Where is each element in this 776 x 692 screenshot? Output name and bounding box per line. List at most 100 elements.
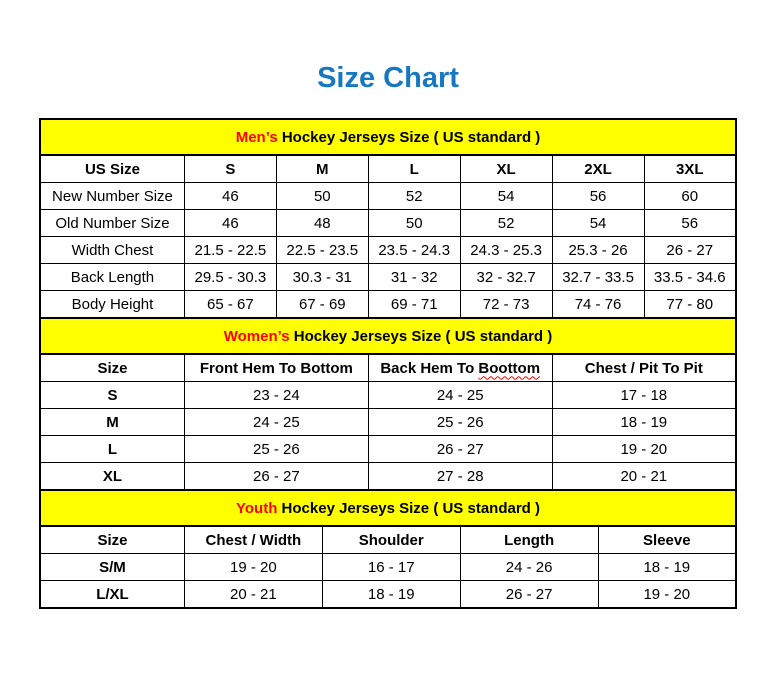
table-row: New Number Size 46 50 52 54 56 60 bbox=[39, 182, 737, 210]
value-cell: 26 - 27 bbox=[183, 462, 369, 491]
size-chart-tables: Men’s Hockey Jerseys Size ( US standard … bbox=[39, 118, 737, 609]
value-cell: 60 bbox=[643, 182, 737, 210]
value-cell: 18 - 19 bbox=[321, 580, 461, 609]
table-row: L/XL 20 - 21 18 - 19 26 - 27 19 - 20 bbox=[39, 580, 737, 609]
table-row: Body Height 65 - 67 67 - 69 69 - 71 72 - 73 7… bbox=[39, 290, 737, 319]
value-cell: 72 - 73 bbox=[459, 290, 553, 319]
value-cell: 19 - 20 bbox=[597, 580, 737, 609]
value-cell: 46 bbox=[183, 182, 277, 210]
table-row: M 24 - 25 25 - 26 18 - 19 bbox=[39, 408, 737, 436]
section-title-youth: Youth Hockey Jerseys Size ( US standard … bbox=[39, 489, 737, 527]
value-cell: 24 - 25 bbox=[367, 381, 553, 409]
column-header: Size bbox=[39, 525, 185, 554]
row-label: Back Length bbox=[39, 263, 185, 291]
value-cell: 21.5 - 22.5 bbox=[183, 236, 277, 264]
misspelled-word: Boottom bbox=[478, 359, 541, 377]
row-label: Body Height bbox=[39, 290, 185, 319]
value-cell: 24 - 25 bbox=[183, 408, 369, 436]
section-title-womens: Women’s Hockey Jerseys Size ( US standar… bbox=[39, 317, 737, 355]
column-header-row: Size Chest / Width Shoulder Length Sleeve bbox=[39, 525, 737, 554]
column-header-text: Back Hem To bbox=[380, 359, 479, 377]
value-cell: 17 - 18 bbox=[551, 381, 737, 409]
value-cell: 22.5 - 23.5 bbox=[275, 236, 369, 264]
row-label: L/XL bbox=[39, 580, 185, 609]
value-cell: 50 bbox=[367, 209, 461, 237]
column-header: Size bbox=[39, 353, 185, 382]
value-cell: 31 - 32 bbox=[367, 263, 461, 291]
value-cell: 65 - 67 bbox=[183, 290, 277, 319]
section-title-row: Women’s Hockey Jerseys Size ( US standar… bbox=[39, 317, 737, 355]
value-cell: 19 - 20 bbox=[551, 435, 737, 463]
table-row: Back Length 29.5 - 30.3 30.3 - 31 31 - 32 32… bbox=[39, 263, 737, 291]
value-cell: 52 bbox=[367, 182, 461, 210]
section-title-highlight: Men’s bbox=[235, 128, 278, 146]
column-header-row: US Size S M L XL 2XL 3XL bbox=[39, 154, 737, 183]
table-row: S/M 19 - 20 16 - 17 24 - 26 18 - 19 bbox=[39, 553, 737, 581]
column-header: 3XL bbox=[643, 154, 737, 183]
value-cell: 32.7 - 33.5 bbox=[551, 263, 645, 291]
section-title-rest: Hockey Jerseys Size ( US standard ) bbox=[289, 327, 553, 345]
row-label: Old Number Size bbox=[39, 209, 185, 237]
value-cell: 56 bbox=[643, 209, 737, 237]
row-label: Width Chest bbox=[39, 236, 185, 264]
value-cell: 32 - 32.7 bbox=[459, 263, 553, 291]
column-header: 2XL bbox=[551, 154, 645, 183]
row-label: S/M bbox=[39, 553, 185, 581]
value-cell: 54 bbox=[551, 209, 645, 237]
column-header: M bbox=[275, 154, 369, 183]
row-label: New Number Size bbox=[39, 182, 185, 210]
table-row: Old Number Size 46 48 50 52 54 56 bbox=[39, 209, 737, 237]
value-cell: 25 - 26 bbox=[367, 408, 553, 436]
value-cell: 18 - 19 bbox=[551, 408, 737, 436]
column-header: Chest / Width bbox=[183, 525, 323, 554]
section-title-highlight: Women’s bbox=[223, 327, 290, 345]
column-header: US Size bbox=[39, 154, 185, 183]
row-label: S bbox=[39, 381, 185, 409]
value-cell: 74 - 76 bbox=[551, 290, 645, 319]
section-title-row: Men’s Hockey Jerseys Size ( US standard … bbox=[39, 118, 737, 156]
section-title-row: Youth Hockey Jerseys Size ( US standard … bbox=[39, 489, 737, 527]
value-cell: 33.5 - 34.6 bbox=[643, 263, 737, 291]
column-header: XL bbox=[459, 154, 553, 183]
size-table-youth: Youth Hockey Jerseys Size ( US standard … bbox=[39, 489, 737, 609]
value-cell: 24.3 - 25.3 bbox=[459, 236, 553, 264]
value-cell: 67 - 69 bbox=[275, 290, 369, 319]
section-title-highlight: Youth bbox=[236, 499, 278, 517]
value-cell: 50 bbox=[275, 182, 369, 210]
value-cell: 25.3 - 26 bbox=[551, 236, 645, 264]
row-label: L bbox=[39, 435, 185, 463]
value-cell: 18 - 19 bbox=[597, 553, 737, 581]
column-header: Sleeve bbox=[597, 525, 737, 554]
table-row: S 23 - 24 24 - 25 17 - 18 bbox=[39, 381, 737, 409]
column-header: Chest / Pit To Pit bbox=[551, 353, 737, 382]
value-cell: 29.5 - 30.3 bbox=[183, 263, 277, 291]
row-label: XL bbox=[39, 462, 185, 491]
value-cell: 56 bbox=[551, 182, 645, 210]
size-table-womens: Women’s Hockey Jerseys Size ( US standar… bbox=[39, 317, 737, 491]
section-title-rest: Hockey Jerseys Size ( US standard ) bbox=[277, 499, 540, 517]
value-cell: 26 - 27 bbox=[643, 236, 737, 264]
value-cell: 77 - 80 bbox=[643, 290, 737, 319]
value-cell: 23.5 - 24.3 bbox=[367, 236, 461, 264]
value-cell: 26 - 27 bbox=[367, 435, 553, 463]
value-cell: 27 - 28 bbox=[367, 462, 553, 491]
value-cell: 19 - 20 bbox=[183, 553, 323, 581]
column-header: Shoulder bbox=[321, 525, 461, 554]
column-header: L bbox=[367, 154, 461, 183]
value-cell: 54 bbox=[459, 182, 553, 210]
value-cell: 25 - 26 bbox=[183, 435, 369, 463]
value-cell: 52 bbox=[459, 209, 553, 237]
row-label: M bbox=[39, 408, 185, 436]
section-title-mens: Men’s Hockey Jerseys Size ( US standard … bbox=[39, 118, 737, 156]
column-header-row: Size Front Hem To Bottom Back Hem To Boott… bbox=[39, 353, 737, 382]
table-row: Width Chest 21.5 - 22.5 22.5 - 23.5 23.5 - … bbox=[39, 236, 737, 264]
value-cell: 16 - 17 bbox=[321, 553, 461, 581]
section-title-rest: Hockey Jerseys Size ( US standard ) bbox=[277, 128, 541, 146]
page-title: Size Chart bbox=[317, 62, 459, 94]
value-cell: 69 - 71 bbox=[367, 290, 461, 319]
value-cell: 48 bbox=[275, 209, 369, 237]
table-row: L 25 - 26 26 - 27 19 - 20 bbox=[39, 435, 737, 463]
column-header: Back Hem To Boottom bbox=[367, 353, 553, 382]
column-header: Length bbox=[459, 525, 599, 554]
